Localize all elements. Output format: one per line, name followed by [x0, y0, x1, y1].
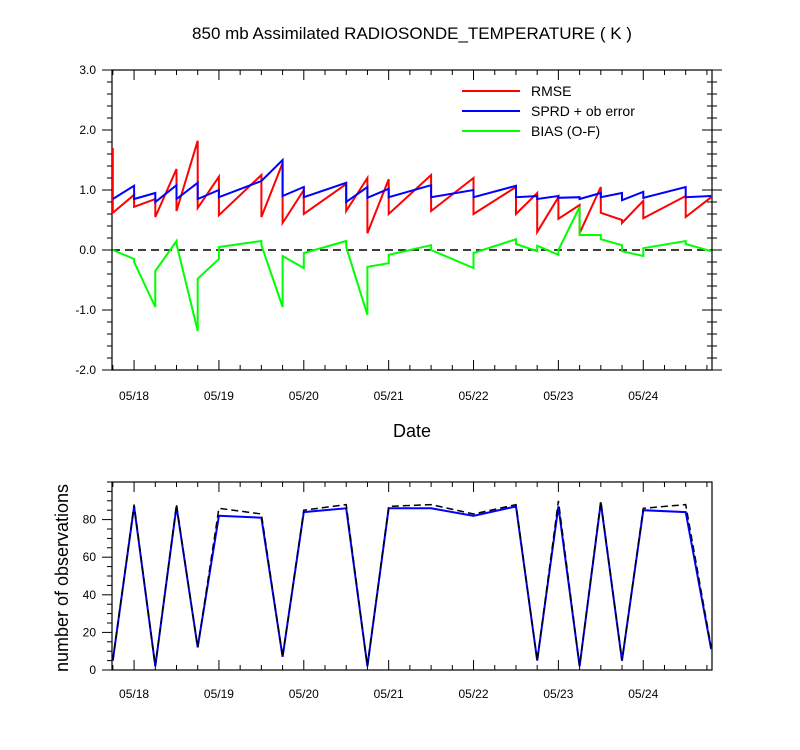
y-tick-label: 60 [83, 550, 97, 564]
y-tick-label: 1.0 [79, 183, 96, 197]
x-tick-label: 05/24 [628, 389, 658, 403]
plot-frame [111, 69, 713, 371]
x-tick-label: 05/24 [628, 687, 658, 701]
y-tick-label: 3.0 [79, 63, 96, 77]
y-tick-label: -1.0 [75, 303, 96, 317]
x-tick-label: 05/18 [119, 389, 149, 403]
y-tick-label: 2.0 [79, 123, 96, 137]
legend: RMSE SPRD + ob error BIAS (O-F) [462, 83, 635, 139]
y-tick-label: 40 [83, 588, 97, 602]
x-tick-label: 05/19 [204, 687, 234, 701]
y-tick-label: 0 [89, 663, 96, 677]
x-axis-title: Date [393, 421, 431, 441]
x-tick-label: 05/22 [459, 687, 489, 701]
y-tick-label: -2.0 [75, 363, 96, 377]
x-tick-label: 05/19 [204, 389, 234, 403]
y-tick-label: 20 [83, 625, 97, 639]
legend-label: BIAS (O-F) [531, 123, 600, 139]
legend-label: RMSE [531, 83, 571, 99]
series-line-rmse [112, 140, 712, 236]
y-tick-label: 80 [83, 513, 97, 527]
y-tick-label: 0.0 [79, 243, 96, 257]
x-tick-label: 05/18 [119, 687, 149, 701]
series-line-sprd-ob-error [112, 157, 712, 205]
series-line-bias-o-f [112, 206, 712, 332]
x-tick-label: 05/21 [374, 389, 404, 403]
chart-title: 850 mb Assimilated RADIOSONDE_TEMPERATUR… [192, 24, 632, 43]
x-tick-label: 05/21 [374, 687, 404, 701]
x-tick-label: 05/20 [289, 389, 319, 403]
x-tick-label: 05/22 [459, 389, 489, 403]
x-tick-label: 05/20 [289, 687, 319, 701]
top-panel: 05/18 05/19 05/20 05/21 05/22 05/23 05/24 -2.0 -… [75, 63, 722, 403]
x-tick-label: 05/23 [543, 389, 573, 403]
y-axis-title-observations: number of observations [52, 484, 72, 672]
legend-label: SPRD + ob error [531, 103, 635, 119]
bottom-panel: 05/18 05/19 05/20 05/21 05/22 05/23 05/24 0 20 40… [83, 481, 713, 701]
x-tick-label: 05/23 [543, 687, 573, 701]
